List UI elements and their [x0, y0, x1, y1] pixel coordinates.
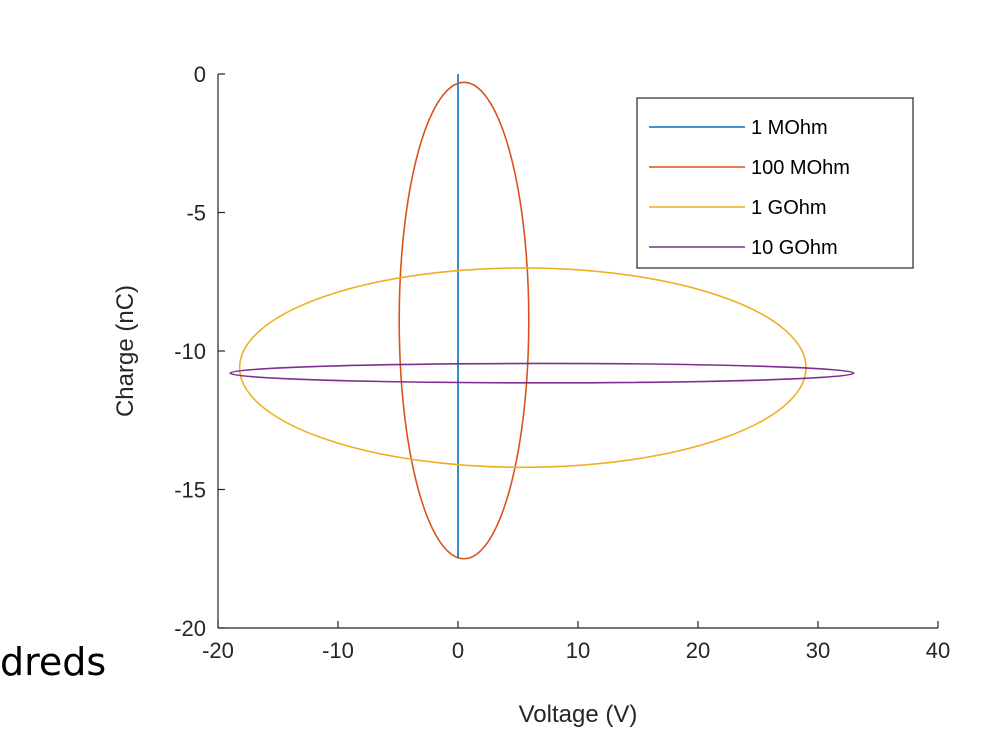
legend-label-100-mohm: 100 MOhm — [751, 157, 850, 179]
x-tick-label: 10 — [566, 638, 590, 663]
x-axis-title: Voltage (V) — [519, 701, 638, 728]
y-tick-label: -20 — [174, 616, 206, 641]
series-curve-10-gohm — [229, 362, 855, 384]
legend-label-10-gohm: 10 GOhm — [751, 237, 838, 259]
slide-text-fragment: dreds — [0, 640, 107, 684]
y-axis-title: Charge (nC) — [112, 285, 139, 417]
x-tick-label: 0 — [452, 638, 464, 663]
x-tick-label: 20 — [686, 638, 710, 663]
y-tick-label: 0 — [194, 62, 206, 87]
x-tick-label: 40 — [926, 638, 950, 663]
y-tick-label: -10 — [174, 339, 206, 364]
legend: 1 MOhm 100 MOhm 1 GOhm 10 GOhm — [636, 97, 914, 269]
x-tick-label: -20 — [202, 638, 234, 663]
x-tick-label: -10 — [322, 638, 354, 663]
y-tick-label: -5 — [186, 201, 206, 226]
x-tick-label: 30 — [806, 638, 830, 663]
y-tick-label: -15 — [174, 478, 206, 503]
series-curve-100-mohm — [398, 81, 530, 560]
legend-label-1-gohm: 1 GOhm — [751, 197, 827, 219]
legend-label-1-mohm: 1 MOhm — [751, 117, 828, 139]
series-curve-1-gohm — [238, 267, 807, 469]
axes: -20 -10 0 10 20 30 40 0 -5 -10 -15 -20 — [174, 62, 950, 663]
series-layer — [229, 74, 855, 560]
